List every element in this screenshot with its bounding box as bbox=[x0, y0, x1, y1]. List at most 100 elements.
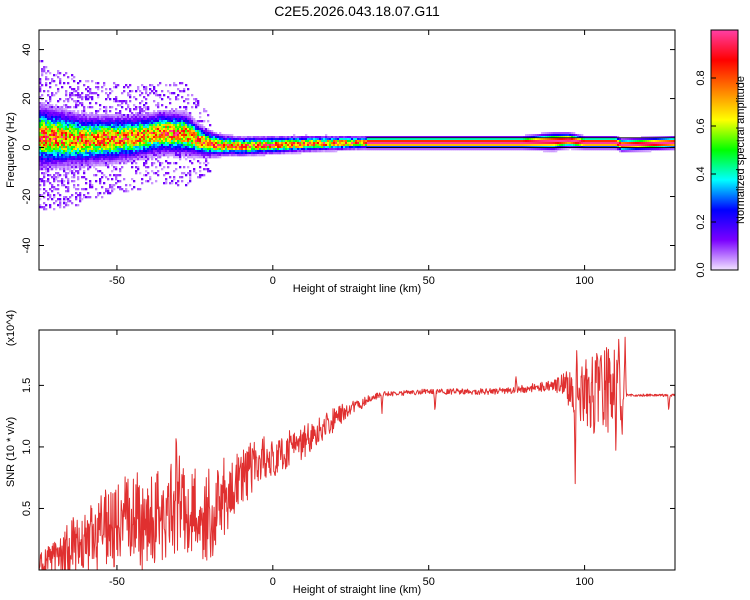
heatmap-cell bbox=[65, 134, 68, 137]
heatmap-cell bbox=[615, 136, 618, 139]
heatmap-cell bbox=[117, 180, 120, 183]
heatmap-cell bbox=[185, 98, 188, 101]
heatmap-cell bbox=[153, 116, 156, 119]
heatmap-cell bbox=[477, 140, 480, 143]
heatmap-cell bbox=[489, 138, 492, 141]
heatmap-cell bbox=[227, 140, 230, 143]
heatmap-cell bbox=[159, 124, 162, 127]
heatmap-cell bbox=[127, 144, 130, 147]
heatmap-cell bbox=[603, 146, 606, 149]
heatmap-cell bbox=[129, 94, 132, 97]
heatmap-cell bbox=[189, 174, 192, 177]
heatmap-cell bbox=[489, 142, 492, 145]
heatmap-cell bbox=[79, 162, 82, 165]
heatmap-cell bbox=[57, 164, 60, 167]
heatmap-cell bbox=[169, 98, 172, 101]
heatmap-cell bbox=[129, 116, 132, 119]
heatmap-cell bbox=[357, 144, 360, 147]
heatmap-cell bbox=[171, 118, 174, 121]
heatmap-cell bbox=[137, 166, 140, 169]
heatmap-cell bbox=[647, 136, 650, 139]
heatmap-cell bbox=[121, 122, 124, 125]
heatmap-cell bbox=[119, 100, 122, 103]
heatmap-cell bbox=[651, 138, 654, 141]
heatmap-cell bbox=[203, 136, 206, 139]
heatmap-cell bbox=[57, 172, 60, 175]
heatmap-cell bbox=[91, 130, 94, 133]
heatmap-cell bbox=[139, 90, 142, 93]
heatmap-cell bbox=[285, 140, 288, 143]
heatmap-cell bbox=[123, 132, 126, 135]
heatmap-cell bbox=[217, 138, 220, 141]
heatmap-cell bbox=[209, 124, 212, 127]
heatmap-cell bbox=[451, 136, 454, 139]
heatmap-cell bbox=[65, 72, 68, 75]
heatmap-cell bbox=[95, 134, 98, 137]
heatmap-cell bbox=[65, 140, 68, 143]
heatmap-cell bbox=[395, 146, 398, 149]
heatmap-cell bbox=[109, 130, 112, 133]
heatmap-cell bbox=[499, 136, 502, 139]
heatmap-cell bbox=[63, 110, 66, 113]
heatmap-cell bbox=[53, 74, 56, 77]
heatmap-cell bbox=[223, 144, 226, 147]
heatmap-cell bbox=[215, 136, 218, 139]
heatmap-cell bbox=[41, 108, 44, 111]
heatmap-cell bbox=[173, 124, 176, 127]
heatmap-cell bbox=[59, 160, 62, 163]
heatmap-cell bbox=[59, 110, 62, 113]
heatmap-cell bbox=[95, 152, 98, 155]
heatmap-cell bbox=[141, 84, 144, 87]
heatmap-cell bbox=[551, 136, 554, 139]
heatmap-cell bbox=[643, 140, 646, 143]
heatmap-cell bbox=[645, 144, 648, 147]
heatmap-cell bbox=[69, 118, 72, 121]
heatmap-cell bbox=[57, 128, 60, 131]
heatmap-cell bbox=[437, 138, 440, 141]
heatmap-cell bbox=[117, 114, 120, 117]
heatmap-cell bbox=[223, 152, 226, 155]
heatmap-cell bbox=[165, 112, 168, 115]
heatmap-cell bbox=[603, 148, 606, 151]
heatmap-cell bbox=[565, 138, 568, 141]
heatmap-cell bbox=[83, 128, 86, 131]
heatmap-cell bbox=[527, 144, 530, 147]
heatmap-cell bbox=[111, 126, 114, 129]
heatmap-cell bbox=[131, 148, 134, 151]
heatmap-cell bbox=[219, 146, 222, 149]
heatmap-cell bbox=[79, 142, 82, 145]
heatmap-cell bbox=[73, 164, 76, 167]
heatmap-cell bbox=[67, 160, 70, 163]
heatmap-cell bbox=[159, 152, 162, 155]
heatmap-cell bbox=[201, 134, 204, 137]
heatmap-cell bbox=[51, 94, 54, 97]
heatmap-cell bbox=[97, 124, 100, 127]
heatmap-cell bbox=[187, 124, 190, 127]
heatmap-cell bbox=[195, 140, 198, 143]
heatmap-cell bbox=[63, 154, 66, 157]
heatmap-cell bbox=[119, 150, 122, 153]
heatmap-cell bbox=[131, 118, 134, 121]
heatmap-cell bbox=[573, 140, 576, 143]
heatmap-cell bbox=[137, 168, 140, 171]
heatmap-cell bbox=[91, 138, 94, 141]
heatmap-cell bbox=[423, 142, 426, 145]
heatmap-cell bbox=[521, 144, 524, 147]
heatmap-cell bbox=[229, 144, 232, 147]
heatmap-cell bbox=[649, 136, 652, 139]
heatmap-cell bbox=[457, 142, 460, 145]
heatmap-cell bbox=[657, 146, 660, 149]
heatmap-cell bbox=[565, 144, 568, 147]
heatmap-cell bbox=[119, 104, 122, 107]
heatmap-cell bbox=[323, 140, 326, 143]
heatmap-cell bbox=[619, 140, 622, 143]
heatmap-cell bbox=[409, 136, 412, 139]
heatmap-cell bbox=[71, 156, 74, 159]
heatmap-cell bbox=[103, 122, 106, 125]
heatmap-cell bbox=[141, 148, 144, 151]
heatmap-cell bbox=[59, 200, 62, 203]
heatmap-cell bbox=[523, 146, 526, 149]
heatmap-cell bbox=[87, 168, 90, 171]
heatmap-cell bbox=[69, 170, 72, 173]
heatmap-cell bbox=[57, 122, 60, 125]
